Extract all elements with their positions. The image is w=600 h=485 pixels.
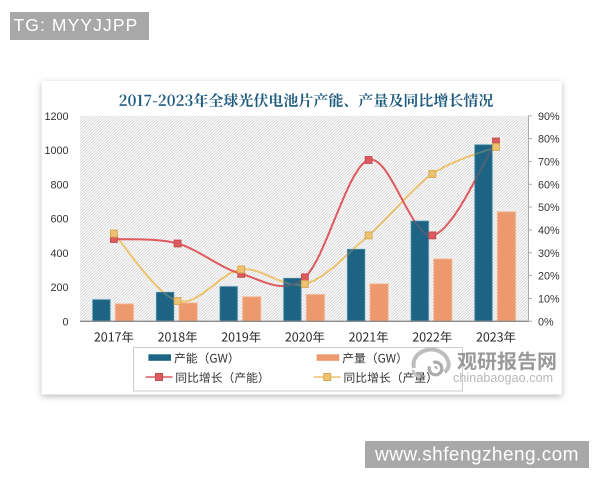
svg-text:70%: 70% — [538, 157, 560, 169]
svg-text:20%: 20% — [538, 271, 560, 283]
svg-text:200: 200 — [50, 282, 68, 294]
svg-text:90%: 90% — [538, 111, 560, 123]
svg-text:40%: 40% — [538, 225, 560, 237]
svg-text:1200: 1200 — [44, 111, 68, 123]
svg-text:60%: 60% — [538, 179, 560, 191]
svg-text:10%: 10% — [538, 294, 560, 306]
svg-text:800: 800 — [50, 179, 68, 191]
svg-text:www.shfengzheng.com: www.shfengzheng.com — [374, 445, 579, 466]
svg-text:30%: 30% — [538, 248, 560, 260]
svg-text:1000: 1000 — [44, 145, 68, 157]
svg-text:0%: 0% — [538, 316, 554, 328]
svg-text:chinabaogao.com: chinabaogao.com — [453, 371, 553, 385]
svg-text:TG: MYYJJPP: TG: MYYJJPP — [14, 15, 139, 35]
svg-text:50%: 50% — [538, 202, 560, 214]
svg-text:400: 400 — [50, 248, 68, 260]
svg-text:600: 600 — [50, 214, 68, 226]
svg-text:0: 0 — [62, 316, 68, 328]
svg-text:80%: 80% — [538, 134, 560, 146]
